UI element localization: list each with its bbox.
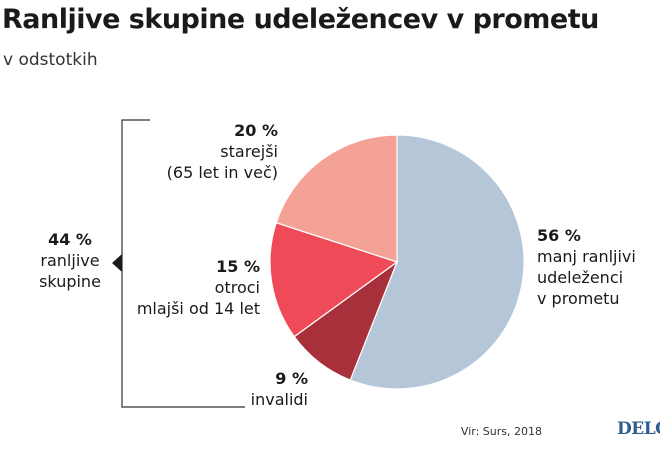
pie-slice-starejsi [275,134,398,263]
slice-label-manj-ranljivi-line2: udeleženci [537,268,624,287]
label-invalidi: 9 % invalidi [251,368,308,410]
pie-slice-otroci [269,221,399,338]
slice-label-invalidi-line1: invalidi [250,390,308,409]
source-note: Vir: Surs, 2018 [460,425,542,438]
slice-label-manj-ranljivi-line1: manj ranljivi [537,247,636,266]
value-label-starejsi: 20 % [234,121,278,140]
value-label-manj-ranljivi: 56 % [537,226,581,245]
chart-subtitle: v odstotkih [3,50,98,70]
group-bracket [112,119,245,408]
chart-title: Ranljive skupine udeležencev v prometu [2,4,599,35]
value-label-invalidi: 9 % [275,369,308,388]
slice-label-otroci-line1: otroci [214,278,260,297]
slice-label-starejsi-line1: starejši [220,142,278,161]
slice-label-starejsi-line2: (65 let in več) [166,163,278,182]
label-manj-ranljivi: 56 % manj ranljivi udeleženci v prometu [537,225,636,309]
group-label-line2: skupine [39,272,101,291]
slice-label-otroci-line2: mlajši od 14 let [136,299,260,318]
label-group-ranljive: 44 % ranljive skupine [20,229,120,292]
slice-label-manj-ranljivi-line3: v prometu [537,289,620,308]
label-otroci: 15 % otroci mlajši od 14 let [137,256,260,319]
pie-slice-manj-ranljivi [349,134,525,390]
delo-logo: DELO [617,419,660,439]
value-label-group: 44 % [48,230,92,249]
label-starejsi: 20 % starejši (65 let in več) [167,120,278,183]
value-label-otroci: 15 % [216,257,260,276]
group-label-line1: ranljive [40,251,100,270]
